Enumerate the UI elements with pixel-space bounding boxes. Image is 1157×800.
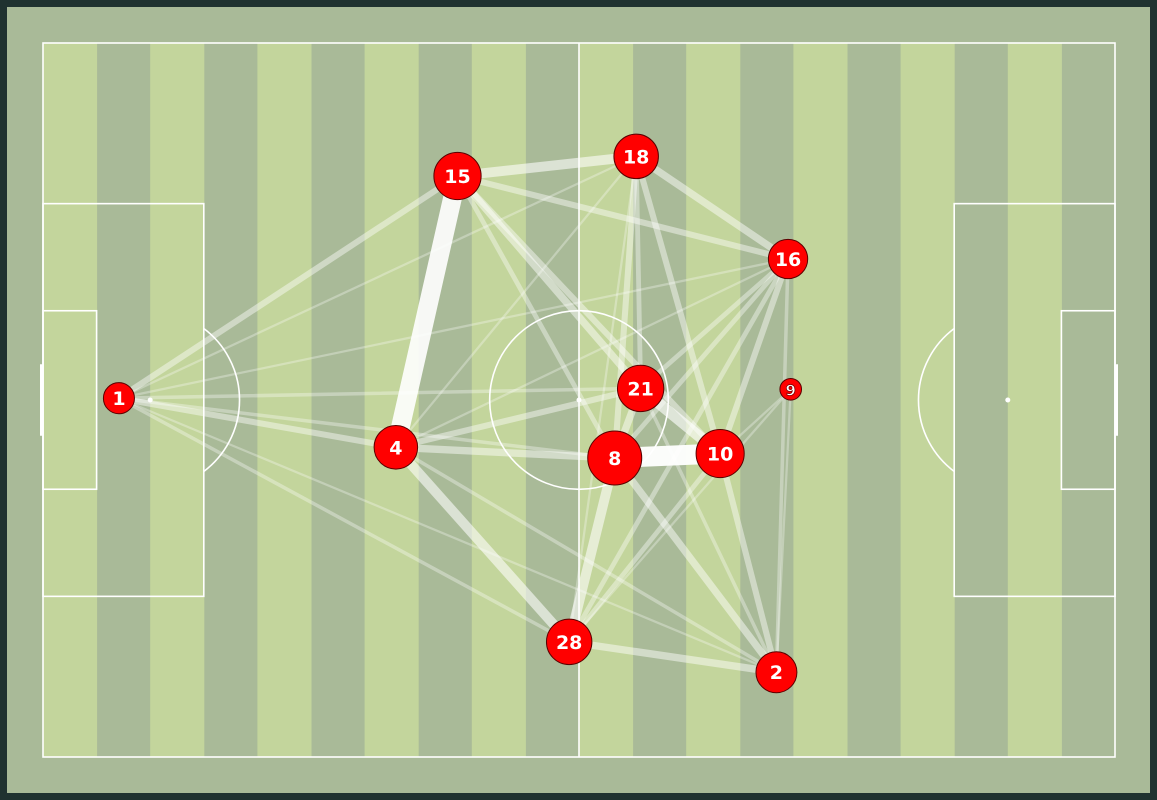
pass-line-9-2 xyxy=(775,388,792,674)
pass-line-16-21 xyxy=(638,256,791,391)
player-number-label: 18 xyxy=(623,146,649,168)
grass-stripe xyxy=(1007,43,1062,757)
pass-line-15-8 xyxy=(455,173,618,461)
centre-circle xyxy=(488,309,670,491)
player-node-15: 15 xyxy=(433,151,482,201)
player-marker xyxy=(373,425,419,470)
left-penalty-spot xyxy=(147,397,153,403)
player-number-label: 21 xyxy=(627,378,653,400)
pass-line-1-16 xyxy=(117,257,790,400)
pass-line-1-8 xyxy=(117,396,617,460)
pass-line-16-8 xyxy=(612,256,791,461)
player-node-16: 16 xyxy=(767,238,809,280)
centre-spot xyxy=(576,397,582,403)
pass-line-1-4 xyxy=(115,395,399,451)
pass-line-4-16 xyxy=(394,257,790,449)
pass-line-8-2 xyxy=(611,454,781,676)
pass-line-10-28 xyxy=(566,451,723,645)
player-number-label: 4 xyxy=(389,437,402,459)
pass-line-1-28 xyxy=(117,396,571,644)
player-marker xyxy=(616,364,665,413)
grass-stripe xyxy=(793,43,848,757)
pass-line-15-21 xyxy=(453,172,645,393)
grass-stripe xyxy=(471,43,526,757)
pass-line-16-2 xyxy=(774,257,790,674)
pass-line-28-2 xyxy=(565,638,781,676)
player-number-label: 10 xyxy=(707,444,733,466)
grass-stripe xyxy=(257,43,312,757)
player-number-label: 15 xyxy=(444,166,470,188)
player-node-4: 4 xyxy=(373,425,419,470)
pass-line-18-10 xyxy=(633,153,724,457)
player-marker xyxy=(613,133,659,180)
grass-stripe xyxy=(900,43,955,757)
player-node-21: 21 xyxy=(616,364,665,413)
pass-line-1-15 xyxy=(115,172,461,402)
player-number-label: 2 xyxy=(770,662,783,684)
player-number-label: 9 xyxy=(786,381,796,399)
pass-line-1-21 xyxy=(117,386,643,400)
player-marker xyxy=(545,618,593,666)
player-node-10: 10 xyxy=(695,428,745,479)
player-node-2: 2 xyxy=(755,651,798,694)
pass-line-4-28 xyxy=(390,442,575,647)
player-number-label: 28 xyxy=(556,632,582,654)
pass-line-4-15 xyxy=(386,166,467,457)
player-marker xyxy=(779,377,803,401)
pass-line-15-10 xyxy=(454,172,724,457)
left-penalty-arc xyxy=(203,327,241,473)
player-node-1: 1 xyxy=(102,382,135,415)
pass-line-18-21 xyxy=(633,153,644,391)
player-marker xyxy=(755,651,798,694)
grass-stripe xyxy=(43,43,98,757)
player-marker xyxy=(587,430,643,486)
player-marker xyxy=(767,238,809,280)
grass-stripe xyxy=(150,43,205,757)
pass-line-21-2 xyxy=(638,386,779,674)
pass-line-4-18 xyxy=(394,155,638,449)
player-marker xyxy=(695,428,745,479)
grass-stripe xyxy=(686,43,741,757)
player-node-9: 9 xyxy=(779,377,803,401)
pass-line-18-16 xyxy=(632,152,792,263)
pass-line-15-18 xyxy=(452,151,642,181)
right-penalty-arc xyxy=(917,327,955,473)
pass-line-4-8 xyxy=(392,443,619,462)
player-node-8: 8 xyxy=(587,430,643,486)
player-marker xyxy=(433,151,482,201)
player-number-label: 8 xyxy=(608,448,621,470)
pass-line-4-21 xyxy=(392,385,644,451)
player-node-28: 28 xyxy=(545,618,593,666)
pass-line-8-28 xyxy=(564,453,620,647)
pass-line-18-8 xyxy=(611,153,640,462)
player-node-18: 18 xyxy=(613,133,659,180)
player-number-label: 16 xyxy=(775,249,801,271)
pass-line-15-16 xyxy=(454,172,792,263)
pass-line-18-28 xyxy=(568,155,638,644)
player-marker xyxy=(102,382,135,415)
pass-line-10-2 xyxy=(717,450,780,676)
right-penalty-spot xyxy=(1005,397,1011,403)
player-number-label: 1 xyxy=(112,388,125,410)
pass-line-16-10 xyxy=(717,255,792,457)
pass-line-1-2 xyxy=(117,397,778,674)
player-nodes: 1 4 15 18 16 21 9 8 10 28 2 xyxy=(102,133,809,694)
pass-line-9-28 xyxy=(568,388,792,644)
pitch xyxy=(7,7,1150,793)
pass-line-1-18 xyxy=(117,155,638,400)
